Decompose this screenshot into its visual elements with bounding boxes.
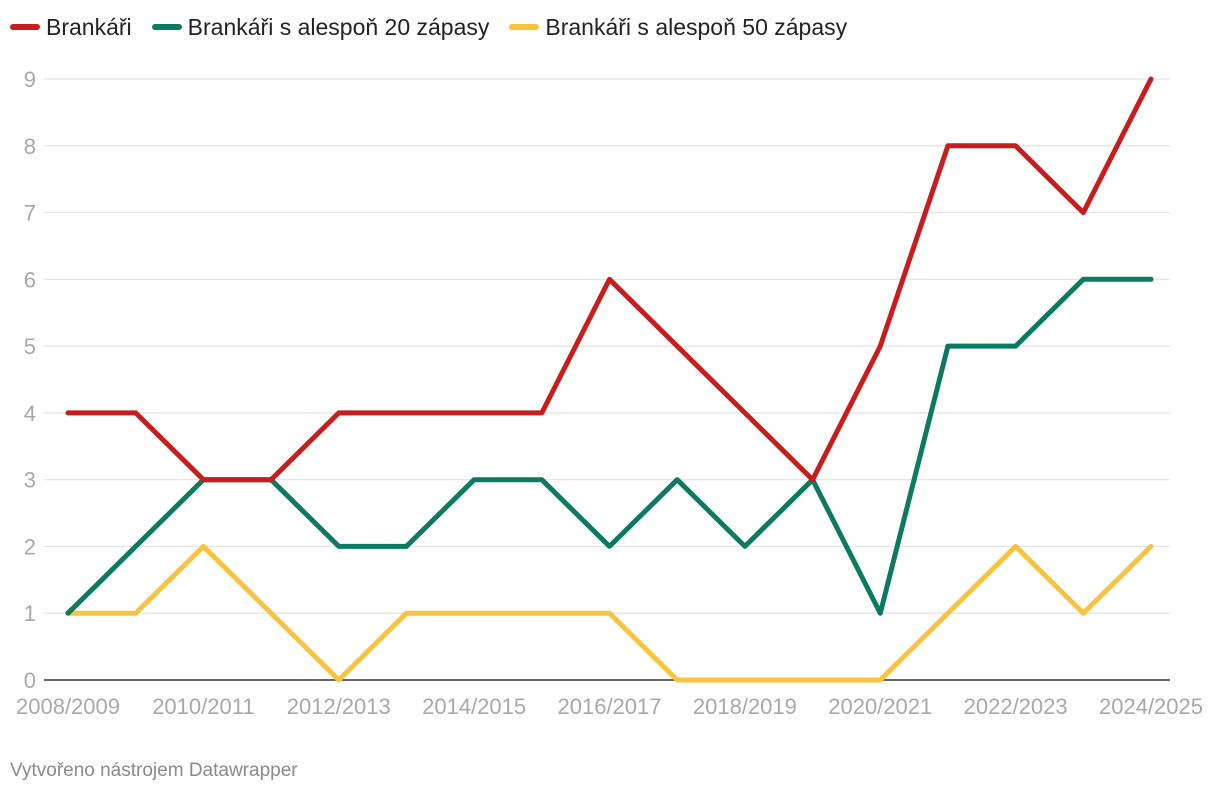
legend-swatch-brankari [10, 24, 40, 30]
y-tick-label: 3 [24, 468, 36, 493]
x-tick-label: 2012/2013 [287, 694, 391, 719]
legend-item-brankari: Brankáři [10, 14, 132, 41]
legend: Brankáři Brankáři s alespoň 20 zápasy Br… [10, 12, 867, 42]
x-tick-label: 2010/2011 [152, 694, 254, 719]
x-tick-label: 2020/2021 [828, 694, 932, 719]
legend-label-brankari-20: Brankáři s alespoň 20 zápasy [187, 13, 490, 40]
legend-item-brankari-50: Brankáři s alespoň 50 zápasy [509, 14, 847, 41]
x-tick-label: 2016/2017 [558, 694, 662, 719]
y-tick-label: 1 [24, 601, 36, 626]
legend-label-brankari-50: Brankáři s alespoň 50 zápasy [545, 13, 848, 40]
y-tick-label: 8 [24, 134, 36, 159]
x-tick-label: 2024/2025 [1099, 694, 1203, 719]
chart-credit: Vytvořeno nástrojem Datawrapper [10, 760, 298, 781]
x-tick-label: 2018/2019 [693, 694, 797, 719]
x-tick-label: 2014/2015 [422, 694, 526, 719]
legend-swatch-brankari-20 [151, 24, 182, 30]
y-tick-label: 9 [24, 67, 36, 92]
y-tick-label: 5 [24, 334, 36, 359]
series-line-2 [65, 543, 1154, 683]
legend-label-brankari: Brankáři [46, 13, 132, 40]
legend-item-brankari-20: Brankáři s alespoň 20 zápasy [151, 13, 490, 41]
y-tick-label: 2 [24, 534, 36, 559]
y-tick-label: 4 [24, 401, 36, 426]
series-line-0 [65, 76, 1154, 483]
y-tick-label: 6 [24, 267, 36, 292]
y-tick-label: 7 [24, 201, 36, 226]
series-line-1 [65, 276, 1154, 616]
legend-swatch-brankari-50 [509, 24, 540, 30]
x-tick-label: 2008/2009 [16, 694, 120, 719]
y-tick-label: 0 [24, 668, 36, 693]
x-tick-label: 2022/2023 [964, 694, 1068, 719]
